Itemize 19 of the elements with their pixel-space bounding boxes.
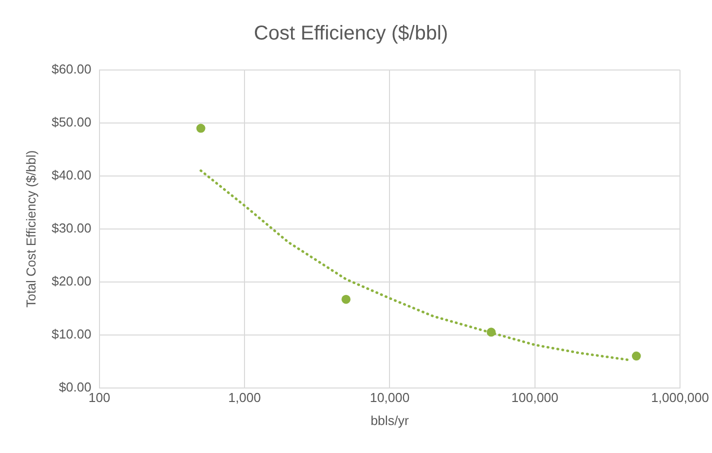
point [632,352,641,361]
x-tick-label: 100 [88,390,110,406]
y-tick-label: $60.00 [52,62,92,77]
point [342,294,351,304]
x-axis-title: bbls/yr [370,412,410,428]
y-tick-label: $40.00 [52,168,92,183]
point [196,124,206,133]
y-tick-label: $30.00 [52,220,92,236]
y-tick-label: $0.00 [58,379,92,394]
chart-title: Cost Efficiency ($/bbl) [254,22,448,45]
x-tick-label: 1,000 [228,390,261,406]
x-tick-label: 100,000 [511,390,558,406]
x-tick-label: 10,000 [370,390,410,406]
y-axis-title: Total Cost Efficiency ($/bbl) [23,150,38,308]
y-tick-label: $20.00 [52,273,92,288]
point [486,328,496,337]
y-tick-label: $50.00 [52,114,92,130]
y-tick-label: $10.00 [52,326,92,342]
x-tick-label: 1,000,000 [651,390,710,406]
